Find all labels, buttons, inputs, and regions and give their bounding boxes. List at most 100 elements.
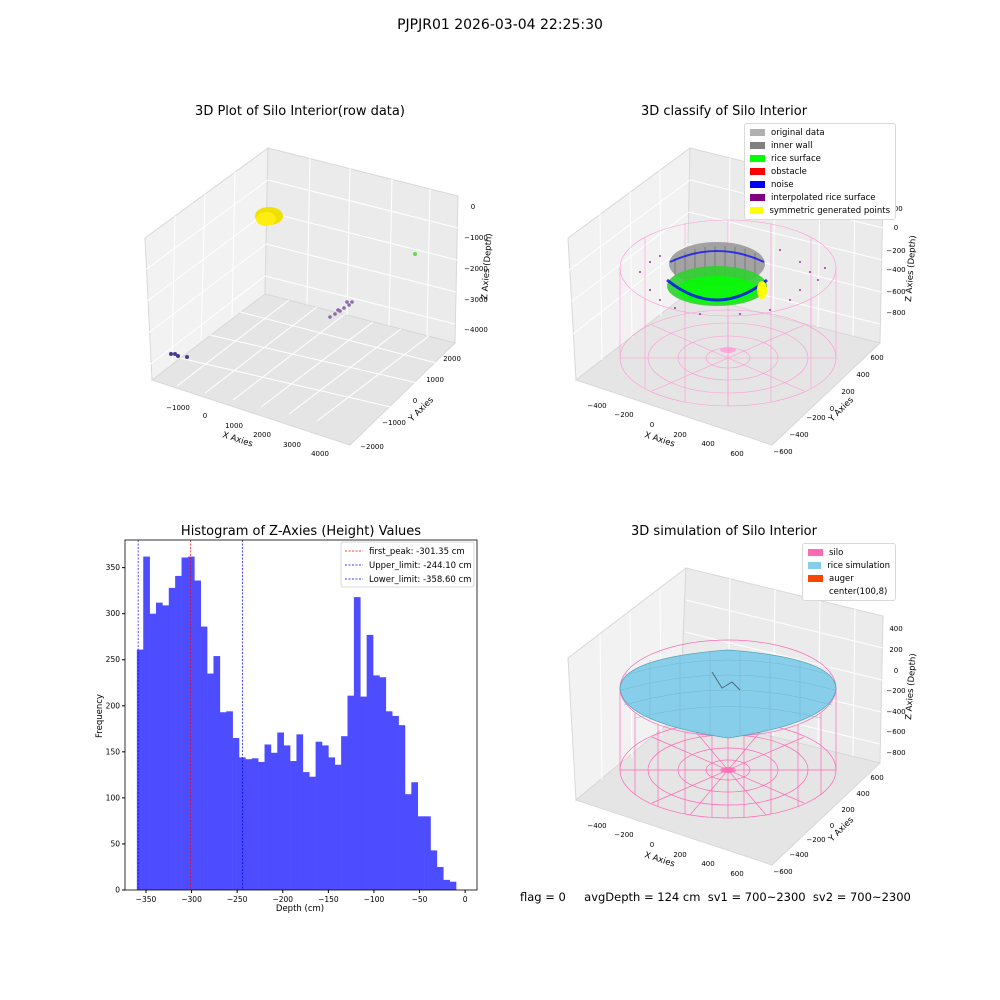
histogram-ytick: 0 [115,886,120,895]
histogram-bar [200,626,208,890]
histogram-bar [366,634,374,890]
panel4-ztick: −800 [886,749,905,757]
flag-value: flag = 0 [520,890,566,904]
panel2-ztick: 200 [889,205,902,213]
panel1-ztick: 0 [471,203,475,211]
histogram-xtick: −50 [412,895,428,904]
legend-item: rice simulation [808,559,890,572]
histogram-xtick: −250 [227,895,248,904]
histogram-ytick: 50 [110,839,120,848]
legend-lower-limit: Lower_limit: -358.60 cm [369,575,471,585]
histogram-ytick: 300 [106,609,121,618]
panel2-noise-band [666,278,768,302]
histogram-bar [290,761,297,890]
panel1-ytick: −1000 [382,419,406,427]
panel4-rice-surface [619,649,837,739]
panel4-ztick: −600 [886,728,905,736]
histogram-bar [404,794,412,890]
panel2-ytick: 200 [841,388,854,396]
histogram-bar [328,757,336,890]
panel4-xtick: 0 [650,841,654,849]
histogram-bar [181,557,189,890]
histogram-bar [162,605,170,890]
histogram-bar [341,736,348,890]
panel2-interpolated-points [639,249,826,315]
histogram-bar [430,850,438,890]
panel1-ztick: −1000 [464,234,488,242]
panel4-3d-axes: −400 −200 0 200 400 600 600 400 200 0 −2… [567,566,919,878]
histogram-bar [347,695,355,890]
panel1-xtick: 0 [203,412,207,420]
histogram-bar [258,761,265,890]
histogram-bar [143,556,150,890]
panel1-xlabel: X Axies [221,430,254,449]
panel1-3d-axes: −1000 0 1000 2000 3000 4000 2000 1000 0 … [144,146,495,458]
panel2-xtick: 600 [730,450,743,458]
legend-swatch [808,562,822,569]
panel4-xtick: −200 [614,831,633,839]
panel1-cluster-yellow-core [256,212,276,226]
histogram-bar [207,673,214,890]
panel4-ytick: 600 [870,774,883,782]
histogram-bar [436,866,444,890]
panel4-ytick: 400 [856,790,869,798]
histogram-frame [124,539,478,891]
histogram-bar [424,816,431,890]
histogram-xtick: 0 [463,895,468,904]
histogram-bar [296,734,304,890]
legend-swatch [808,575,823,582]
legend-swatch [750,181,765,188]
panel1-ytick: 0 [413,397,417,405]
histogram-xlabel: Depth (cm) [276,904,324,914]
histogram-bar [226,711,233,890]
histogram-bar [302,772,310,890]
panel2-xtick: 0 [650,421,654,429]
panel2-xtick: 400 [701,440,714,448]
legend-swatch [750,155,765,162]
legend-swatch [750,207,764,214]
histogram-bar [264,744,272,890]
histogram-ytick: 150 [106,747,121,756]
legend-swatch [750,129,765,136]
panel1-ylabel: Y Axies [406,395,436,425]
panel4-zlabel: Z Axies (Depth) [904,653,919,720]
legend-first-peak: first_peak: -301.35 cm [369,547,465,557]
panel4-ytick: −600 [773,868,792,876]
histogram-bar [443,879,450,890]
panel4-ytick: 0 [830,822,834,830]
histogram-ytick: 250 [106,655,121,664]
panel1-cluster-purple [328,300,354,319]
panel4-ztick: −400 [886,708,905,716]
legend-item: noise [750,178,890,191]
legend-item: inner wall [750,139,890,152]
panel2-ztick: −600 [886,288,905,296]
panel2-ytick: 0 [830,405,834,413]
histogram-ytick: 200 [106,701,121,710]
legend-item: center(100,8) [808,585,890,598]
panel1-ztick: −4000 [464,326,488,334]
panel4-center-marker [720,767,736,773]
histogram-title: Histogram of Z-Axies (Height) Values [180,524,422,539]
histogram-bar [309,776,316,890]
legend-item: rice surface [750,152,890,165]
panel4-legend: silo rice simulation auger center(100,8) [802,543,896,601]
panel4-xtick: −400 [587,822,606,830]
panel2-ytick: −400 [789,431,808,439]
legend-item: silo [808,546,890,559]
panel2-ztick: −200 [886,247,905,255]
panel4-xtick: 600 [730,870,743,878]
histogram-bar [321,745,329,890]
histogram-bar [270,752,278,890]
histogram-bar [213,656,221,890]
histogram-bar [353,597,361,890]
panel1-ztick: −3000 [464,296,488,304]
panel2-ztick: −800 [886,309,905,317]
panel1-ytick: −2000 [360,443,384,451]
legend-item: interpolated rice surface [750,191,890,204]
histogram-bar [283,745,291,890]
legend-swatch [808,549,823,556]
histogram-ytick: 100 [106,793,121,802]
panel1-floor-pane [150,293,456,446]
legend-item: original data [750,126,890,139]
legend-item: symmetric generated points [750,204,890,217]
